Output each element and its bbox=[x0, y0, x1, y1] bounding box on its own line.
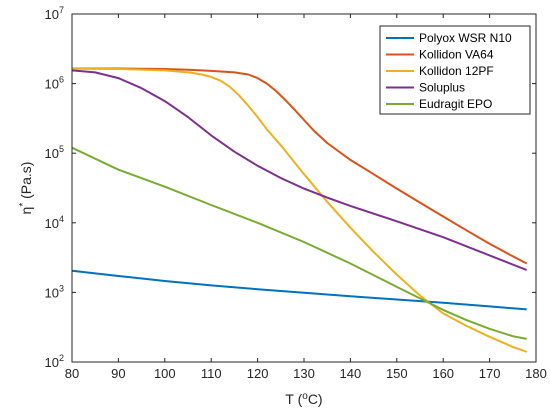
x-tick-label: 110 bbox=[201, 366, 222, 381]
x-tick-label: 130 bbox=[293, 366, 315, 381]
x-tick-label: 180 bbox=[525, 366, 547, 381]
x-axis-label: T (oC) bbox=[285, 391, 322, 407]
series-line-5 bbox=[71, 146, 527, 340]
y-tick-exponent: 3 bbox=[59, 283, 64, 293]
legend-label-3: Kollidon 12PF bbox=[419, 64, 494, 78]
legend-label-2: Kollidon VA64 bbox=[419, 48, 494, 62]
x-axis: 80 90 100 110 120 130 140 150 160 170 180 bbox=[65, 14, 547, 381]
y-tick-exponent: 4 bbox=[59, 214, 64, 224]
series-layer bbox=[71, 67, 528, 353]
y-tick-label: 105 bbox=[45, 144, 64, 161]
series-line-2 bbox=[72, 67, 528, 265]
x-tick-label: 80 bbox=[65, 366, 79, 381]
x-tick-label: 170 bbox=[479, 366, 501, 381]
series-line-3 bbox=[71, 67, 528, 353]
legend-label-4: Soluplus bbox=[419, 81, 465, 95]
x-tick-label: 90 bbox=[111, 366, 125, 381]
y-tick-label: 106 bbox=[45, 75, 64, 92]
y-tick-base: 10 bbox=[45, 146, 59, 161]
x-tick-label: 140 bbox=[340, 366, 362, 381]
y-axis-label: η* (Pa.s) bbox=[18, 162, 34, 215]
y-tick-label: 104 bbox=[45, 214, 64, 231]
legend: Polyox WSR N10 Kollidon VA64 Kollidon 12PF… bbox=[379, 25, 531, 115]
legend-label-5: Eudragit EPO bbox=[419, 97, 492, 111]
y-tick-label: 107 bbox=[45, 5, 64, 22]
y-tick-exponent: 7 bbox=[59, 5, 64, 15]
y-tick-base: 10 bbox=[45, 355, 59, 370]
y-tick-exponent: 5 bbox=[59, 144, 64, 154]
x-tick-label: 100 bbox=[154, 366, 176, 381]
series-line-4 bbox=[71, 69, 528, 271]
y-tick-base: 10 bbox=[45, 216, 59, 231]
x-tick-label: 160 bbox=[432, 366, 454, 381]
y-tick-exponent: 2 bbox=[59, 353, 64, 363]
y-tick-base: 10 bbox=[45, 77, 59, 92]
y-tick-exponent: 6 bbox=[59, 75, 64, 85]
y-tick-label: 102 bbox=[45, 353, 64, 370]
y-tick-base: 10 bbox=[45, 7, 59, 22]
y-tick-base: 10 bbox=[45, 285, 59, 300]
x-tick-label: 150 bbox=[386, 366, 408, 381]
legend-label-1: Polyox WSR N10 bbox=[419, 31, 512, 45]
x-tick-label: 120 bbox=[247, 366, 269, 381]
series-line-1 bbox=[71, 269, 527, 311]
y-tick-label: 103 bbox=[45, 283, 64, 300]
